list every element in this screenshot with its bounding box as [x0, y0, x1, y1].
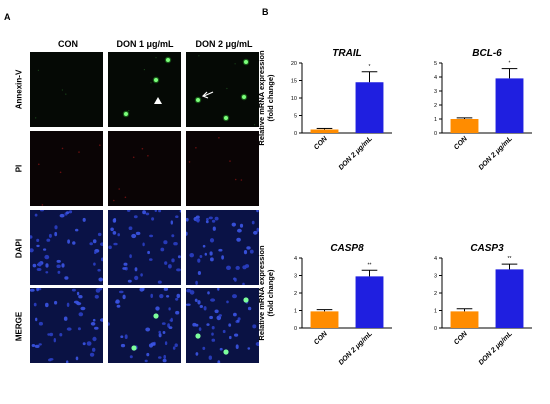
arrow-marker	[201, 91, 214, 99]
y-axis-label: Relative mRNA expression(fold change)	[257, 50, 275, 146]
column-header-con: CON	[58, 39, 78, 49]
bar-con	[310, 311, 339, 328]
chart-title: TRAIL	[332, 48, 361, 59]
row-label-annexin: Annexin-V	[14, 69, 24, 110]
y-tick-label: 4	[434, 256, 437, 262]
row-label-pi: PI	[14, 164, 24, 173]
y-tick-label: 2	[434, 291, 437, 297]
chart-casp8: CASP8 Relative mRNA expression(fold chang…	[257, 240, 396, 367]
significance-marker: *	[509, 61, 511, 67]
error-bar	[361, 269, 378, 277]
y-tick-label: 3	[294, 274, 297, 280]
micrograph-dapi-col1	[30, 210, 103, 285]
y-tick-label: 20	[291, 61, 297, 67]
column-header-don2: DON 2 μg/mL	[195, 39, 253, 49]
category-label: CON	[453, 330, 470, 347]
y-tick-label: 3	[434, 89, 437, 95]
error-bar	[456, 308, 473, 312]
y-tick-label: 4	[434, 75, 437, 81]
micrograph-annexinv-col1	[30, 52, 103, 127]
y-tick-label: 1	[294, 309, 297, 315]
category-label: DON 2 μg/mL	[478, 330, 514, 366]
y-tick-label: 5	[294, 114, 297, 120]
chart-title: CASP3	[470, 243, 504, 254]
y-tick-label: 0	[294, 326, 297, 332]
column-header-don1: DON 1 μg/mL	[116, 39, 174, 49]
bar-don	[355, 82, 384, 133]
error-bar	[456, 117, 473, 119]
y-tick-label: 10	[291, 96, 297, 102]
significance-marker: **	[368, 262, 372, 268]
micrograph-merge-col3	[186, 288, 259, 363]
error-bar	[316, 127, 333, 130]
micrograph-merge-col2	[108, 288, 181, 363]
category-label: CON	[313, 330, 330, 347]
y-tick-label: 1	[434, 117, 437, 123]
micrograph-dapi-col3	[186, 210, 259, 285]
micrograph-merge-col1	[30, 288, 103, 363]
category-label: CON	[313, 135, 330, 152]
chart-title: BCL-6	[472, 48, 502, 59]
error-bar	[361, 71, 378, 83]
bar-con	[310, 129, 339, 133]
category-label: DON 2 μg/mL	[478, 135, 514, 171]
category-label: DON 2 μg/mL	[338, 330, 374, 366]
chart-bcl6: BCL-6 0 1 2 3 4 5 CON * DON 2 μg/mL	[410, 45, 536, 172]
y-tick-label: 1	[434, 309, 437, 315]
y-tick-label: 2	[434, 103, 437, 109]
significance-marker: **	[508, 256, 512, 262]
panel-a-letter: A	[4, 12, 11, 22]
bar-don	[495, 78, 524, 133]
bar-don	[355, 276, 384, 328]
micrograph-pi-col3	[186, 131, 259, 206]
micrograph-dapi-col2	[108, 210, 181, 285]
micrograph-pi-col1	[30, 131, 103, 206]
y-tick-label: 4	[294, 256, 297, 262]
chart-trail: TRAIL Relative mRNA expression(fold chang…	[257, 45, 396, 172]
error-bar	[316, 309, 333, 312]
error-bar	[501, 68, 518, 79]
chart-title: CASP8	[330, 243, 364, 254]
significance-marker: *	[369, 64, 371, 70]
bar-con	[450, 119, 479, 133]
micrograph-annexinv-col2	[108, 52, 181, 127]
y-tick-label: 2	[294, 291, 297, 297]
category-label: CON	[453, 135, 470, 152]
bar-don	[495, 269, 524, 328]
micrograph-annexinv-col3	[186, 52, 259, 127]
error-bar	[501, 263, 518, 270]
row-label-merge: MERGE	[14, 311, 24, 342]
arrowhead-marker	[154, 97, 162, 104]
y-tick-label: 15	[291, 79, 297, 85]
bar-con	[450, 311, 479, 328]
category-label: DON 2 μg/mL	[338, 135, 374, 171]
panel-b-letter: B	[262, 7, 269, 17]
y-tick-label: 0	[434, 131, 437, 137]
y-tick-label: 0	[434, 326, 437, 332]
chart-casp3: CASP3 0 1 2 3 4 CON ** DON 2 μg/mL	[410, 240, 536, 367]
y-axis-label: Relative mRNA expression(fold change)	[257, 245, 275, 341]
y-tick-label: 3	[434, 274, 437, 280]
y-tick-label: 5	[434, 61, 437, 67]
row-label-dapi: DAPI	[14, 238, 24, 259]
micrograph-pi-col2	[108, 131, 181, 206]
y-tick-label: 0	[294, 131, 297, 137]
